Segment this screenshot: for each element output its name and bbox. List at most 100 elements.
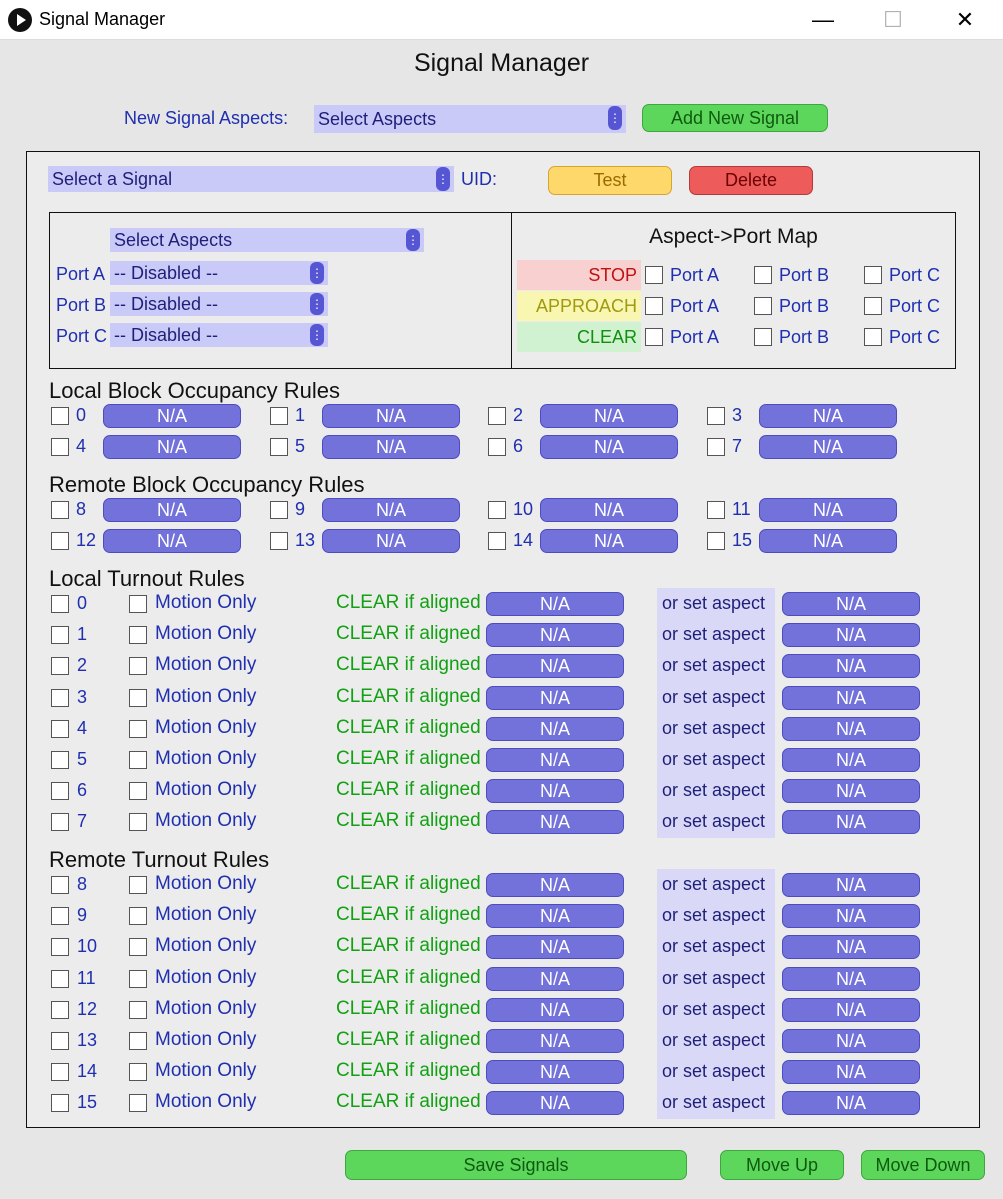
turnout-rule-checkbox[interactable] — [51, 782, 69, 801]
motion-only-checkbox[interactable] — [129, 1094, 147, 1113]
set-aspect-button[interactable]: N/A — [782, 997, 920, 1022]
motion-only-checkbox[interactable] — [129, 907, 147, 926]
minimize-button[interactable]: — — [812, 7, 834, 32]
turnout-rule-checkbox[interactable] — [51, 688, 69, 707]
aligned-aspect-button[interactable]: N/A — [486, 654, 624, 679]
block-rule-value-button[interactable]: N/A — [759, 435, 897, 459]
motion-only-checkbox[interactable] — [129, 751, 147, 769]
aspect-port-checkbox[interactable] — [645, 328, 663, 346]
aspect-port-checkbox[interactable] — [864, 266, 882, 284]
block-rule-checkbox[interactable] — [488, 532, 506, 550]
aligned-aspect-button[interactable]: N/A — [486, 873, 624, 897]
block-rule-checkbox[interactable] — [707, 532, 725, 550]
move-down-button[interactable]: Move Down — [861, 1150, 985, 1180]
turnout-rule-checkbox[interactable] — [51, 595, 69, 613]
turnout-rule-checkbox[interactable] — [51, 907, 69, 926]
move-up-button[interactable]: Move Up — [720, 1150, 844, 1180]
aspect-port-checkbox[interactable] — [754, 328, 772, 346]
set-aspect-button[interactable]: N/A — [782, 935, 920, 960]
turnout-rule-checkbox[interactable] — [51, 813, 69, 832]
block-rule-checkbox[interactable] — [270, 438, 288, 456]
aligned-aspect-button[interactable]: N/A — [486, 966, 624, 991]
turnout-rule-checkbox[interactable] — [51, 1094, 69, 1113]
block-rule-value-button[interactable]: N/A — [103, 404, 241, 428]
port-mode-dropdown[interactable]: -- Disabled -- ⋮ — [110, 292, 328, 316]
save-signals-button[interactable]: Save Signals — [345, 1150, 687, 1180]
block-rule-checkbox[interactable] — [270, 532, 288, 550]
set-aspect-button[interactable]: N/A — [782, 810, 920, 835]
block-rule-value-button[interactable]: N/A — [322, 404, 460, 428]
block-rule-value-button[interactable]: N/A — [540, 498, 678, 522]
maximize-button[interactable]: ☐ — [883, 7, 903, 32]
aligned-aspect-button[interactable]: N/A — [486, 779, 624, 804]
block-rule-checkbox[interactable] — [51, 407, 69, 425]
motion-only-checkbox[interactable] — [129, 719, 147, 738]
motion-only-checkbox[interactable] — [129, 876, 147, 894]
aspect-port-checkbox[interactable] — [864, 328, 882, 346]
aligned-aspect-button[interactable]: N/A — [486, 685, 624, 710]
set-aspect-button[interactable]: N/A — [782, 779, 920, 804]
block-rule-value-button[interactable]: N/A — [759, 529, 897, 553]
turnout-rule-checkbox[interactable] — [51, 1000, 69, 1019]
motion-only-checkbox[interactable] — [129, 969, 147, 988]
select-signal-dropdown[interactable]: Select a Signal ⋮ — [48, 166, 454, 192]
motion-only-checkbox[interactable] — [129, 813, 147, 832]
set-aspect-button[interactable]: N/A — [782, 592, 920, 616]
aligned-aspect-button[interactable]: N/A — [486, 1029, 624, 1053]
block-rule-value-button[interactable]: N/A — [103, 435, 241, 459]
set-aspect-button[interactable]: N/A — [782, 873, 920, 897]
turnout-rule-checkbox[interactable] — [51, 876, 69, 894]
block-rule-checkbox[interactable] — [707, 438, 725, 456]
block-rule-value-button[interactable]: N/A — [103, 529, 241, 553]
new-signal-aspects-dropdown[interactable]: Select Aspects ⋮ — [314, 105, 626, 133]
set-aspect-button[interactable]: N/A — [782, 1091, 920, 1116]
aspect-port-checkbox[interactable] — [754, 266, 772, 284]
block-rule-checkbox[interactable] — [707, 501, 725, 519]
set-aspect-button[interactable]: N/A — [782, 1060, 920, 1085]
block-rule-value-button[interactable]: N/A — [322, 529, 460, 553]
block-rule-checkbox[interactable] — [488, 501, 506, 519]
set-aspect-button[interactable]: N/A — [782, 623, 920, 648]
turnout-rule-checkbox[interactable] — [51, 719, 69, 738]
turnout-rule-checkbox[interactable] — [51, 969, 69, 988]
block-rule-value-button[interactable]: N/A — [540, 404, 678, 428]
set-aspect-button[interactable]: N/A — [782, 1029, 920, 1053]
aligned-aspect-button[interactable]: N/A — [486, 810, 624, 835]
motion-only-checkbox[interactable] — [129, 782, 147, 801]
turnout-rule-checkbox[interactable] — [51, 938, 69, 957]
motion-only-checkbox[interactable] — [129, 595, 147, 613]
aligned-aspect-button[interactable]: N/A — [486, 904, 624, 929]
aspect-port-checkbox[interactable] — [645, 297, 663, 315]
block-rule-checkbox[interactable] — [51, 501, 69, 519]
aligned-aspect-button[interactable]: N/A — [486, 716, 624, 741]
aligned-aspect-button[interactable]: N/A — [486, 935, 624, 960]
block-rule-value-button[interactable]: N/A — [540, 435, 678, 459]
block-rule-checkbox[interactable] — [270, 407, 288, 425]
set-aspect-button[interactable]: N/A — [782, 748, 920, 772]
motion-only-checkbox[interactable] — [129, 688, 147, 707]
block-rule-checkbox[interactable] — [707, 407, 725, 425]
aspect-port-checkbox[interactable] — [645, 266, 663, 284]
port-mode-dropdown[interactable]: -- Disabled -- ⋮ — [110, 261, 328, 285]
delete-button[interactable]: Delete — [689, 166, 813, 195]
block-rule-checkbox[interactable] — [270, 501, 288, 519]
port-aspects-dropdown[interactable]: Select Aspects ⋮ — [110, 228, 424, 252]
motion-only-checkbox[interactable] — [129, 1032, 147, 1050]
aspect-port-checkbox[interactable] — [754, 297, 772, 315]
block-rule-checkbox[interactable] — [488, 438, 506, 456]
set-aspect-button[interactable]: N/A — [782, 966, 920, 991]
turnout-rule-checkbox[interactable] — [51, 751, 69, 769]
block-rule-value-button[interactable]: N/A — [540, 529, 678, 553]
block-rule-checkbox[interactable] — [51, 532, 69, 550]
block-rule-value-button[interactable]: N/A — [322, 498, 460, 522]
aligned-aspect-button[interactable]: N/A — [486, 997, 624, 1022]
block-rule-value-button[interactable]: N/A — [759, 404, 897, 428]
block-rule-checkbox[interactable] — [51, 438, 69, 456]
turnout-rule-checkbox[interactable] — [51, 657, 69, 676]
aligned-aspect-button[interactable]: N/A — [486, 623, 624, 648]
aspect-port-checkbox[interactable] — [864, 297, 882, 315]
motion-only-checkbox[interactable] — [129, 626, 147, 645]
set-aspect-button[interactable]: N/A — [782, 904, 920, 929]
aligned-aspect-button[interactable]: N/A — [486, 592, 624, 616]
turnout-rule-checkbox[interactable] — [51, 1032, 69, 1050]
